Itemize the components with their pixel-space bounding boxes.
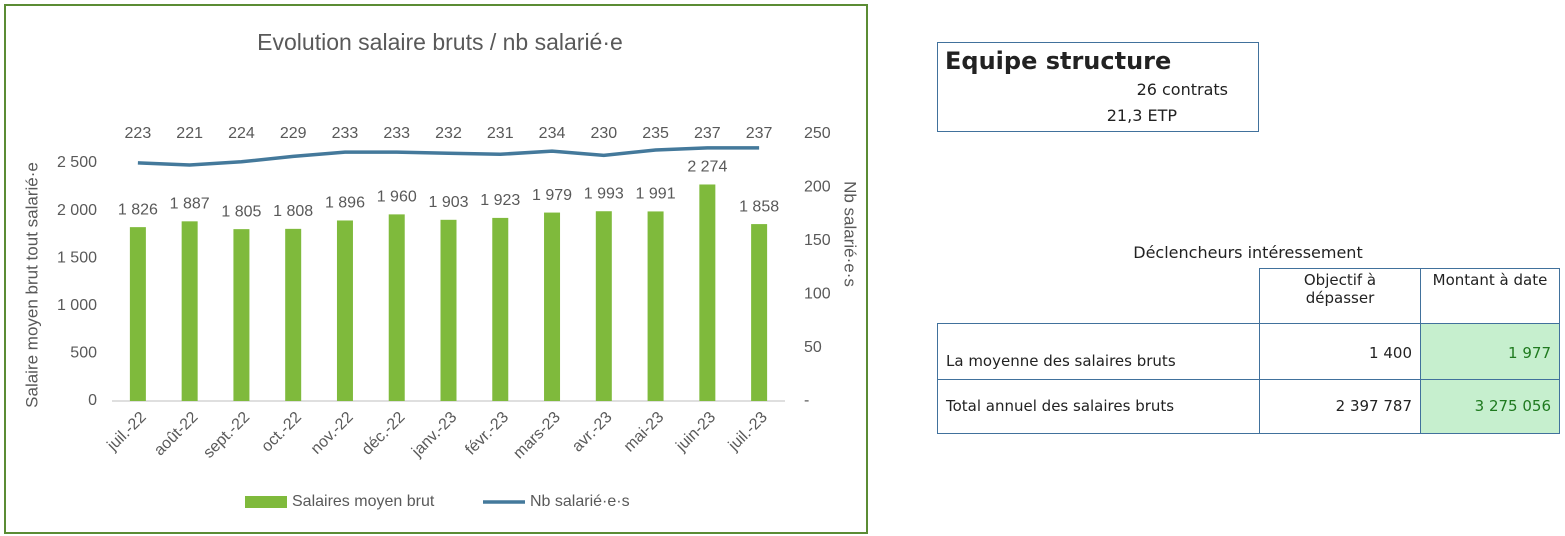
bar — [492, 217, 509, 401]
line-label: 237 — [746, 125, 773, 142]
line-label: 232 — [435, 125, 462, 142]
y-tick-label: 2 000 — [57, 202, 97, 219]
y2-tick-label: 150 — [804, 232, 831, 249]
line-label: 229 — [280, 125, 307, 142]
bar — [595, 211, 612, 401]
legend-label: Salaires moyen brut — [292, 493, 435, 510]
bar-label: 1 991 — [636, 186, 676, 203]
line-label: 231 — [487, 125, 514, 142]
bar — [388, 214, 405, 401]
y-tick-label: 2 500 — [57, 154, 97, 171]
y-tick-label: 0 — [88, 392, 97, 409]
line-label: 233 — [383, 125, 410, 142]
line — [137, 146, 760, 167]
bar — [129, 227, 146, 401]
y2-tick-label: 250 — [804, 125, 831, 142]
y-tick-label: 1 500 — [57, 249, 97, 266]
bar-label: 1 826 — [118, 201, 158, 218]
bar-label: 1 993 — [584, 185, 624, 202]
bar — [336, 220, 353, 401]
bar — [699, 184, 716, 401]
y2-axis-title: Nb salarié·e·s — [841, 181, 860, 287]
equipe-contrats: 26 contrats — [1136, 80, 1228, 99]
line-label: 237 — [694, 125, 721, 142]
bar — [285, 228, 302, 401]
y-tick-label: 1 000 — [57, 297, 97, 314]
y2-tick-label: 200 — [804, 179, 831, 196]
cell: 1 977 — [1420, 323, 1560, 380]
chart-frame — [4, 4, 868, 534]
line-label: 235 — [642, 125, 669, 142]
y-tick-label: 500 — [70, 345, 97, 362]
bar — [544, 212, 561, 401]
line-label: 230 — [590, 125, 617, 142]
bar-label: 1 896 — [325, 195, 365, 212]
line-label: 233 — [332, 125, 359, 142]
bar-label: 1 960 — [377, 189, 417, 206]
bar-label: 2 274 — [687, 159, 727, 176]
bar-label: 1 923 — [480, 192, 520, 209]
bar — [751, 224, 768, 401]
bar-label: 1 903 — [428, 194, 468, 211]
table-title: Déclencheurs intéressement — [1133, 243, 1363, 262]
equipe-title: Equipe structure — [945, 47, 1172, 75]
y2-tick-label: - — [804, 392, 809, 409]
cell: 2 397 787 — [1259, 379, 1421, 434]
column-header: Objectif à dépasser — [1259, 268, 1421, 324]
bar — [181, 221, 198, 401]
chart-title: Evolution salaire bruts / nb salarié·e — [257, 29, 623, 55]
column-header: Montant à date — [1420, 268, 1560, 324]
bar-label: 1 887 — [170, 196, 210, 213]
row-label: Total annuel des salaires bruts — [937, 379, 1260, 434]
equipe-etp: 21,3 ETP — [1106, 106, 1177, 125]
bar-label: 1 805 — [221, 203, 261, 220]
chart: Evolution salaire bruts / nb salarié·e S… — [4, 4, 868, 534]
line-label: 223 — [125, 125, 152, 142]
y-axis-title: Salaire moyen brut tout salarié·e — [22, 162, 41, 408]
y2-tick-label: 50 — [804, 339, 822, 356]
bar — [440, 219, 457, 401]
line-label: 224 — [228, 125, 255, 142]
line-label: 234 — [539, 125, 566, 142]
bar — [647, 211, 664, 401]
legend-swatch — [245, 496, 287, 508]
row-label: La moyenne des salaires bruts — [937, 323, 1260, 380]
cell: 3 275 056 — [1420, 379, 1560, 434]
cell: 1 400 — [1259, 323, 1421, 380]
bar-label: 1 808 — [273, 203, 313, 220]
legend-label: Nb salarié·e·s — [530, 493, 630, 510]
bar — [233, 229, 250, 401]
equipe-box: Equipe structure 26 contrats 21,3 ETP — [937, 42, 1259, 132]
bar-label: 1 979 — [532, 187, 572, 204]
y2-tick-label: 100 — [804, 285, 831, 302]
bar-label: 1 858 — [739, 198, 779, 215]
line-label: 221 — [176, 125, 203, 142]
